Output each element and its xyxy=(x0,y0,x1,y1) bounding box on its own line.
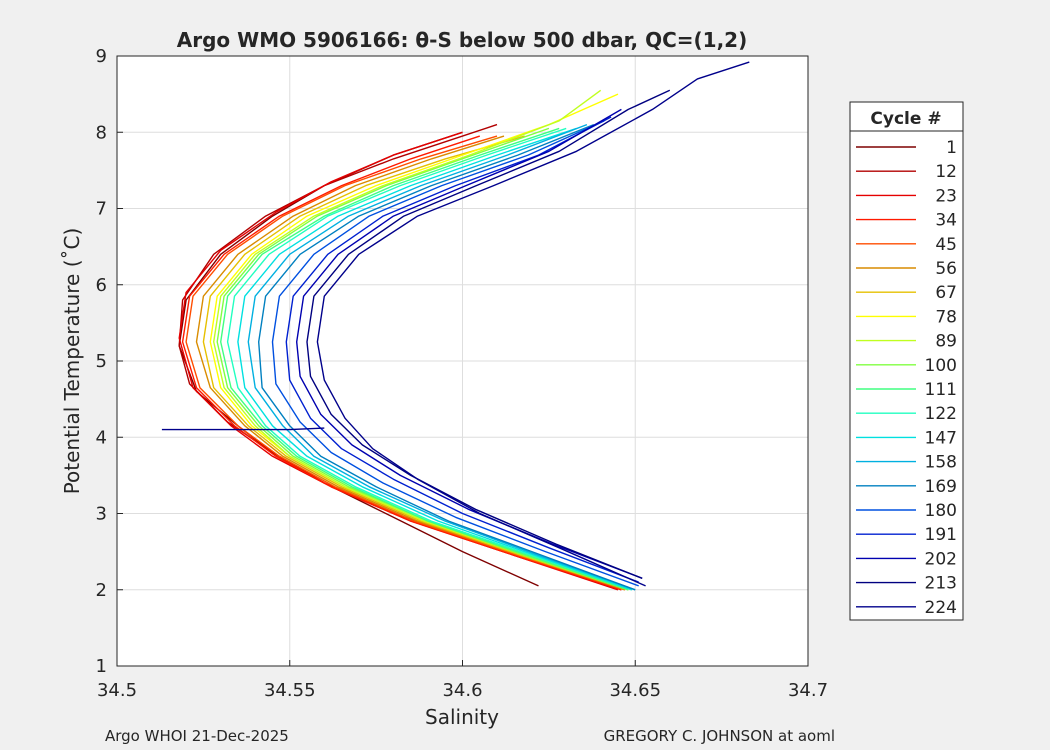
y-tick-label: 8 xyxy=(96,122,107,143)
x-tick-label: 34.55 xyxy=(264,680,316,701)
series-line-9 xyxy=(212,89,629,591)
legend-entry-label: 147 xyxy=(925,428,957,448)
legend-entries: 1 12 23 34 45 56 67 78 89 100 111 122 147 158 169 180 19… xyxy=(856,138,957,618)
legend-entry-label: 169 xyxy=(925,477,957,497)
y-tick-label: 5 xyxy=(96,351,107,372)
series-line-13 xyxy=(237,127,633,591)
y-axis-label: Potential Temperature (˚C) xyxy=(60,228,84,495)
legend-entry-label: 191 xyxy=(925,525,957,545)
plot-area: 34.5 34.55 34.6 34.65 34.7 1 2 3 4 5 6 7 8 9 xyxy=(96,46,828,701)
legend-entry-label: 213 xyxy=(925,574,957,594)
footer-right: GREGORY C. JOHNSON at aoml xyxy=(604,727,835,745)
legend-entry-label: 158 xyxy=(925,453,957,473)
legend: Cycle # 1 12 23 34 45 56 67 78 89 100 111 122 147 158… xyxy=(849,101,964,621)
legend-entry-label: 12 xyxy=(935,162,957,182)
legend-entry-label: 100 xyxy=(925,356,957,376)
y-tick-label: 9 xyxy=(96,46,107,67)
y-tick-labels: 1 2 3 4 5 6 7 8 9 xyxy=(96,46,107,677)
x-tick-label: 34.5 xyxy=(97,680,137,701)
y-tick-label: 7 xyxy=(96,199,107,220)
series-line-7 xyxy=(202,135,629,591)
legend-entry-label: 56 xyxy=(935,259,957,279)
y-tick-label: 1 xyxy=(96,656,107,677)
legend-entry-label: 89 xyxy=(935,332,957,352)
legend-entry-label: 67 xyxy=(935,283,957,303)
legend-entry-label: 23 xyxy=(935,186,957,206)
series-line-20 xyxy=(316,61,750,587)
x-tick-labels: 34.5 34.55 34.6 34.65 34.7 xyxy=(97,680,828,701)
legend-entry-label: 78 xyxy=(935,307,957,327)
x-tick-label: 34.7 xyxy=(788,680,828,701)
series-line-17 xyxy=(285,116,639,583)
y-tick-label: 4 xyxy=(96,427,107,448)
series-line-15 xyxy=(258,123,636,591)
legend-entry-label: 224 xyxy=(925,598,957,618)
legend-entry-label: 111 xyxy=(925,380,957,400)
footer-left: Argo WHOI 21-Dec-2025 xyxy=(105,727,289,745)
legend-entry-label: 122 xyxy=(925,404,957,424)
series-layer xyxy=(161,61,750,591)
y-tick-label: 6 xyxy=(96,275,107,296)
y-tick-label: 3 xyxy=(96,504,107,525)
plot-frame xyxy=(116,55,809,667)
x-tick-label: 34.65 xyxy=(609,680,661,701)
series-line-5 xyxy=(185,135,626,591)
series-line-11 xyxy=(219,127,629,591)
legend-entry-label: 202 xyxy=(925,549,957,569)
series-line-6 xyxy=(195,135,626,591)
series-line-14 xyxy=(247,123,636,591)
series-line-19 xyxy=(306,89,671,579)
x-tick-label: 34.6 xyxy=(442,680,482,701)
legend-title: Cycle # xyxy=(870,109,941,129)
series-line-16 xyxy=(271,120,639,587)
x-axis-label: Salinity xyxy=(425,705,499,729)
legend-entry-label: 45 xyxy=(935,235,957,255)
series-line-4 xyxy=(181,135,622,591)
series-line-12 xyxy=(226,127,633,591)
series-line-21 xyxy=(161,427,325,431)
legend-entry-label: 1 xyxy=(946,138,957,158)
series-line-18 xyxy=(296,108,643,579)
chart-title: Argo WMO 5906166: θ-S below 500 dbar, QC… xyxy=(177,28,747,52)
y-tick-label: 2 xyxy=(96,580,107,601)
legend-entry-label: 34 xyxy=(935,211,957,231)
legend-entry-label: 180 xyxy=(925,501,957,521)
